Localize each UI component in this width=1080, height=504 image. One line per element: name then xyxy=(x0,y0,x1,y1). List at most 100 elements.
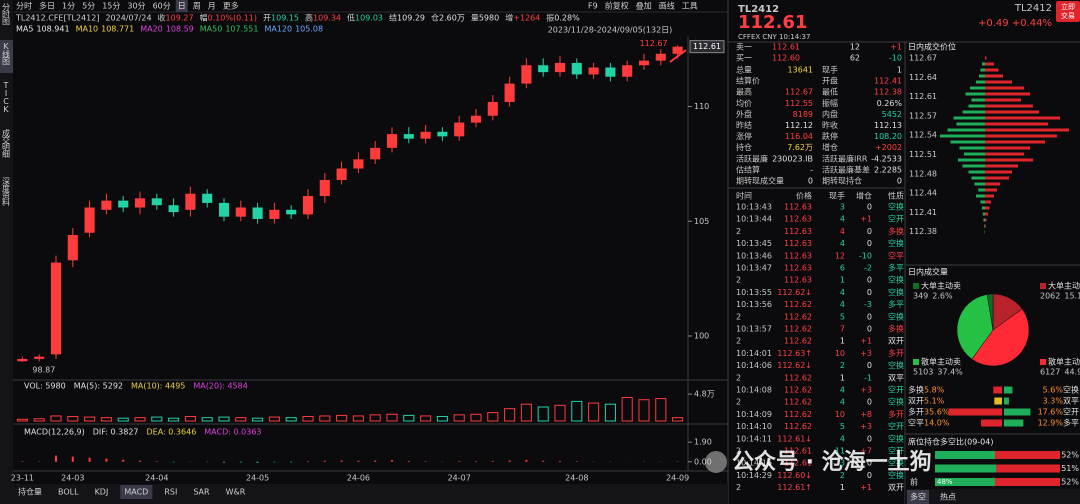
volume-bar xyxy=(453,414,465,422)
candle-body xyxy=(437,131,448,137)
book-change: -10 xyxy=(889,54,902,63)
sell-bar xyxy=(958,158,985,162)
right-tab[interactable]: 多空 xyxy=(910,492,926,502)
top-tab[interactable]: 月 xyxy=(208,2,216,11)
trade-cell: 2 xyxy=(736,312,741,321)
buy-bar xyxy=(985,68,999,72)
trade-cell: 空开 xyxy=(888,385,904,395)
top-tab[interactable]: 更多 xyxy=(223,1,239,11)
trade-button[interactable] xyxy=(1056,1,1080,22)
trade-cell: 0 xyxy=(867,276,872,285)
seat-left: 48% xyxy=(937,478,953,486)
volume-bar xyxy=(67,416,79,422)
trade-cell: 112.62 xyxy=(784,300,812,309)
ratio-label: 空平 xyxy=(908,418,924,428)
volume-bar xyxy=(235,417,247,422)
trade-button-label[interactable]: 立即 xyxy=(1061,2,1075,11)
toolbar-button[interactable]: 前复权 xyxy=(605,1,629,11)
ratio-value: 35.6% xyxy=(924,408,950,417)
sell-bar xyxy=(976,80,985,84)
bottom-tab[interactable]: W&R xyxy=(226,488,246,497)
trade-cell: 5 xyxy=(840,422,845,431)
stat-value: 116.04 xyxy=(785,132,813,141)
top-tab[interactable]: 周 xyxy=(193,2,201,11)
x-tick-label: 24-07 xyxy=(448,474,471,483)
candle-body xyxy=(50,262,62,355)
top-tab[interactable]: 60分 xyxy=(153,2,171,11)
price-tag-label: 112.61 xyxy=(693,42,721,51)
sell-bar xyxy=(980,200,985,204)
candle-body xyxy=(622,65,633,77)
sell-bar xyxy=(979,74,985,78)
y-tick-label: 105 xyxy=(694,217,709,226)
buy-bar xyxy=(985,152,1024,156)
level-label: 112.48 xyxy=(909,169,937,178)
buy-bar xyxy=(985,158,1033,162)
stat-value: 112.38 xyxy=(874,88,902,97)
toolbar-button[interactable]: 叠加 xyxy=(636,1,652,11)
ratio-bar-right xyxy=(1004,397,1009,405)
trade-cell: 112.62 xyxy=(784,312,812,321)
trade-cell: 10:13:46 xyxy=(736,251,772,260)
side-bar xyxy=(0,0,13,504)
top-tab[interactable]: 分时 xyxy=(16,1,32,11)
bottom-tab[interactable]: MACD xyxy=(124,488,148,497)
top-tab[interactable]: 多日 xyxy=(39,1,55,11)
trade-cell: 空开 xyxy=(888,446,904,456)
top-tab[interactable]: 15分 xyxy=(102,2,120,11)
trade-cell: 2 xyxy=(736,447,741,456)
candle-body xyxy=(353,159,364,169)
panel-header: MA(20): 4584 xyxy=(193,382,247,391)
stat-value: 0 xyxy=(897,177,902,186)
ratio-label: 空换 xyxy=(1063,385,1079,395)
top-tab[interactable]: 30分 xyxy=(127,2,145,11)
trade-cell: 双平 xyxy=(888,373,904,382)
side-tab[interactable]: 深度资料 xyxy=(2,177,11,207)
stat-value: 112.41 xyxy=(874,77,902,86)
ratio-label: 多开 xyxy=(908,407,924,417)
bottom-tab[interactable]: BOLL xyxy=(58,488,79,497)
ratio-value: 12.9% xyxy=(1038,419,1064,428)
top-tab[interactable]: 日 xyxy=(178,2,186,11)
stat-value: 8189 xyxy=(793,110,813,119)
top-tab[interactable]: 1分 xyxy=(62,2,75,11)
top-tab[interactable]: 5分 xyxy=(82,2,95,11)
bottom-tab[interactable]: KDJ xyxy=(95,488,109,497)
stat-value: 13641 xyxy=(788,66,813,75)
info-label: 量 xyxy=(471,14,479,23)
trade-cell: 0 xyxy=(867,434,872,443)
ratio-value: 5.6% xyxy=(1043,386,1064,395)
book-price: 112.61 xyxy=(772,43,800,52)
side-tab[interactable]: 分时图 xyxy=(2,3,11,26)
volume-bar xyxy=(470,413,482,422)
toolbar-button[interactable]: 画线 xyxy=(659,1,675,11)
trade-cell: 空换 xyxy=(888,397,904,407)
bottom-tab[interactable]: RSI xyxy=(164,488,177,497)
trade-cell: 多平 xyxy=(888,263,904,273)
bottom-tab[interactable]: 持仓量 xyxy=(18,487,42,497)
side-tab[interactable]: 成交明细 xyxy=(2,128,11,159)
stat-value: 112.13 xyxy=(874,121,902,130)
buy-bar xyxy=(985,194,994,198)
toolbar-button[interactable]: 工具 xyxy=(682,2,698,11)
toolbar-button[interactable]: F9 xyxy=(588,2,598,11)
candle-body xyxy=(185,193,196,210)
quote-exchange: CFFEX CNY 10:14:37 xyxy=(738,33,810,41)
right-tab[interactable]: 热点 xyxy=(940,492,956,502)
trade-cell: 112.61↑ xyxy=(777,483,812,492)
buy-bar xyxy=(985,188,997,192)
bottom-tab[interactable]: SAR xyxy=(193,488,210,497)
volume-bar xyxy=(352,415,364,422)
trade-cell: 空换 xyxy=(888,470,904,480)
level-label: 112.61 xyxy=(909,92,937,101)
side-tab[interactable]: TICK xyxy=(2,81,11,113)
side-tab[interactable]: K线图 xyxy=(2,42,11,66)
seat-bar xyxy=(995,451,1060,459)
trade-button-label[interactable]: 交易 xyxy=(1061,11,1075,20)
stat-label: 活跃最廉IRR xyxy=(822,153,868,163)
stat-label: 估结算 xyxy=(736,164,760,174)
candle-body xyxy=(504,83,515,102)
volume-bar xyxy=(201,417,213,422)
volume-bar xyxy=(520,403,532,422)
